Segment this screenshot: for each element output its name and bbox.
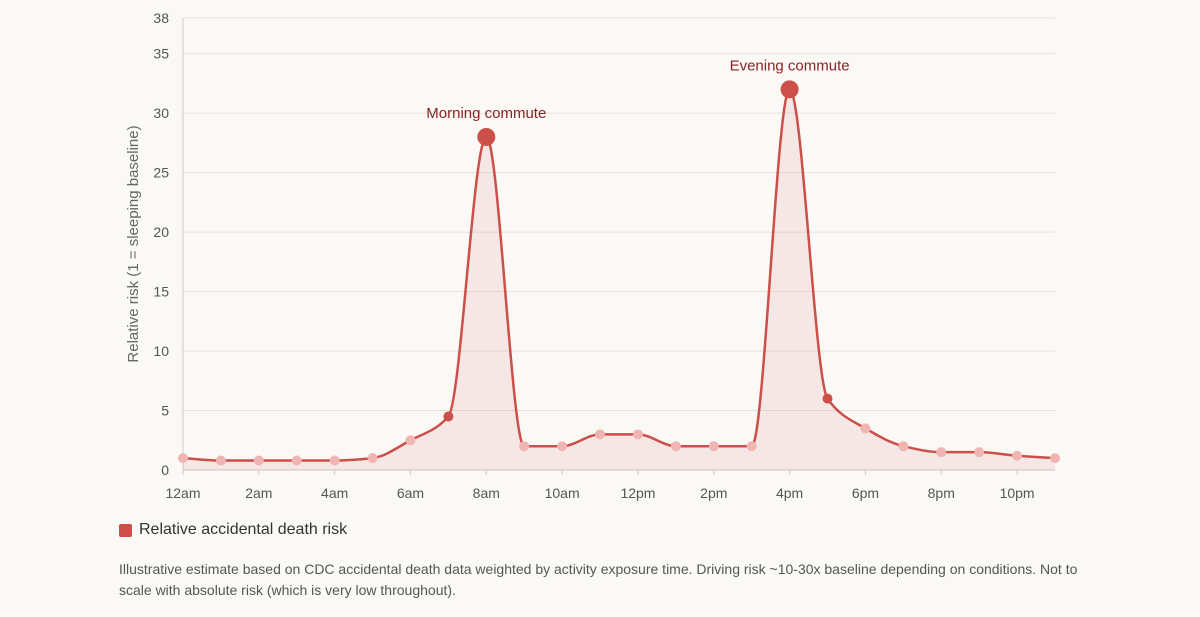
- series-line: [182, 88, 1056, 462]
- x-tick-label: 2pm: [700, 485, 727, 501]
- x-tick-label: 12pm: [620, 485, 655, 501]
- data-points: [178, 80, 1060, 466]
- legend-swatch: [119, 523, 132, 537]
- risk-chart: 12am 2am 4am 6am 8am 10am 12pm 2pm 4pm 6pm 8pm 10pm…: [125, 10, 1060, 501]
- data-point[interactable]: [477, 127, 496, 146]
- data-point[interactable]: [215, 455, 226, 466]
- x-tick-label: 8pm: [928, 485, 955, 501]
- x-tick-label: 8am: [473, 485, 500, 501]
- data-point[interactable]: [291, 455, 302, 466]
- legend-label: Relative accidental death risk: [139, 521, 348, 538]
- data-point[interactable]: [329, 455, 340, 466]
- data-point[interactable]: [974, 447, 985, 458]
- data-point[interactable]: [405, 435, 416, 446]
- data-point[interactable]: [367, 453, 378, 464]
- x-tick-label: 10am: [545, 485, 580, 501]
- area-fill: [183, 89, 1055, 470]
- data-point[interactable]: [746, 441, 757, 452]
- data-point[interactable]: [519, 441, 530, 452]
- data-point[interactable]: [670, 441, 681, 452]
- data-point[interactable]: [253, 455, 264, 466]
- series-area: [183, 89, 1055, 470]
- y-tick-label: 38: [153, 10, 169, 26]
- y-tick-label: 10: [153, 343, 169, 359]
- x-tick-label: 2am: [245, 485, 272, 501]
- annotation-label: Morning commute: [426, 105, 546, 122]
- y-tick-label: 20: [153, 224, 169, 240]
- x-tick-label: 10pm: [1000, 485, 1035, 501]
- y-tick-label: 15: [153, 284, 169, 300]
- x-axis-ticks: 12am 2am 4am 6am 8am 10am 12pm 2pm 4pm 6pm 8pm 10pm: [165, 470, 1035, 501]
- y-tick-label: 0: [161, 462, 169, 478]
- data-point[interactable]: [898, 441, 909, 452]
- data-point[interactable]: [595, 429, 606, 440]
- x-tick-label: 6pm: [852, 485, 879, 501]
- x-tick-label: 6am: [397, 485, 424, 501]
- data-point[interactable]: [780, 80, 799, 99]
- gridlines: [182, 17, 1055, 471]
- data-point[interactable]: [443, 411, 454, 422]
- data-point[interactable]: [1012, 450, 1023, 461]
- data-point[interactable]: [860, 423, 871, 434]
- legend[interactable]: Relative accidental death risk: [119, 521, 347, 539]
- footnote: Illustrative estimate based on CDC accid…: [119, 561, 1078, 598]
- y-tick-label: 25: [153, 165, 169, 181]
- annotations: Morning commute Evening commute: [426, 57, 849, 122]
- y-tick-label: 30: [153, 105, 169, 121]
- data-point[interactable]: [557, 441, 568, 452]
- data-point[interactable]: [936, 447, 947, 458]
- data-point[interactable]: [1050, 453, 1060, 464]
- data-point[interactable]: [178, 453, 188, 464]
- data-point[interactable]: [708, 441, 719, 452]
- y-tick-label: 5: [161, 403, 169, 419]
- x-tick-label: 4am: [321, 485, 348, 501]
- y-tick-label: 35: [153, 46, 169, 62]
- y-axis-title: Relative risk (1 = sleeping baseline): [125, 125, 142, 362]
- data-point[interactable]: [632, 429, 643, 440]
- series-line-path: [182, 88, 1056, 462]
- annotation-label: Evening commute: [730, 57, 850, 74]
- x-tick-label: 12am: [165, 485, 200, 501]
- x-tick-label: 4pm: [776, 485, 803, 501]
- data-point[interactable]: [822, 393, 833, 404]
- y-axis-ticks: 0 5 10 15 20 25 30 35 38: [153, 10, 169, 478]
